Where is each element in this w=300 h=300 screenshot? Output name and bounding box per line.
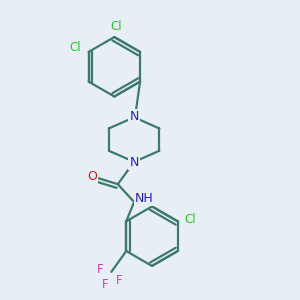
Text: Cl: Cl <box>184 213 196 226</box>
Text: NH: NH <box>135 192 154 205</box>
Text: Cl: Cl <box>69 41 81 54</box>
Text: N: N <box>129 110 139 123</box>
Text: O: O <box>88 170 98 183</box>
Text: F: F <box>97 263 104 276</box>
Text: N: N <box>129 156 139 169</box>
Text: F: F <box>102 278 109 291</box>
Text: Cl: Cl <box>110 20 122 33</box>
Text: F: F <box>116 274 123 287</box>
